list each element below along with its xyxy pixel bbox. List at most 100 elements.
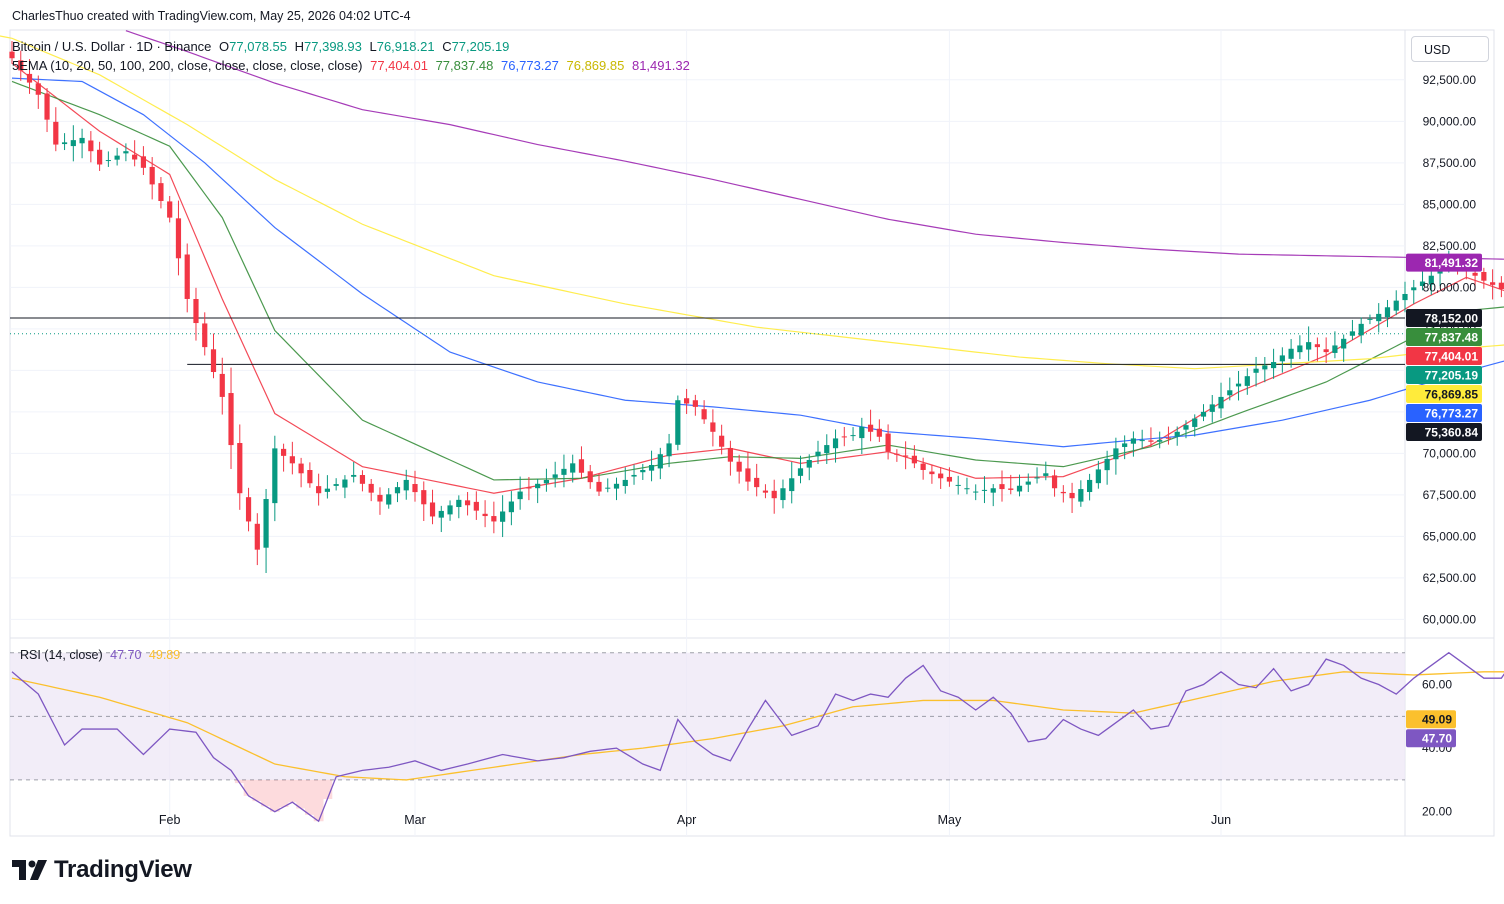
price-badge-ema50	[1406, 404, 1482, 423]
candle-body	[158, 183, 164, 202]
candle-body	[1288, 348, 1294, 359]
candle-body	[1472, 272, 1478, 276]
ema-lines[interactable]	[0, 30, 1504, 494]
candle-body	[1297, 345, 1303, 353]
candle-body	[61, 142, 68, 145]
candle-body	[1306, 342, 1312, 350]
candle-body	[421, 490, 427, 505]
candle-body	[850, 435, 856, 437]
open-label: O	[219, 39, 230, 54]
candle-body	[885, 433, 891, 452]
candle-body	[1157, 440, 1163, 442]
candle-body	[797, 468, 804, 476]
candle-body	[1095, 469, 1101, 484]
candle-body	[1139, 440, 1145, 442]
candle-body	[1087, 479, 1093, 493]
candle-body	[999, 484, 1005, 490]
ema200-value: 81,491.32	[631, 58, 690, 73]
candle-body	[18, 60, 24, 71]
candle-body	[70, 140, 76, 147]
candle-body	[35, 83, 41, 95]
candle-body	[1428, 275, 1434, 285]
rsi-tick-label: 20.00	[1422, 805, 1452, 819]
candle-body	[1192, 418, 1198, 427]
candle-body	[351, 474, 357, 477]
candle-body	[938, 473, 944, 479]
candle-body	[1069, 492, 1075, 499]
candle-body	[535, 483, 541, 489]
candle-body	[780, 488, 786, 501]
candle-body	[44, 93, 50, 120]
candle-body	[394, 487, 401, 494]
candle-body	[193, 298, 199, 324]
ema100-value: 76,869.85	[566, 58, 625, 73]
rsi-legend[interactable]: RSI (14, close) 47.70 49.89	[20, 648, 180, 662]
candle-body	[605, 487, 611, 489]
candle-body	[1411, 287, 1417, 291]
candle-body	[1481, 271, 1487, 281]
time-tick-label: Jun	[1211, 813, 1231, 827]
price-badge-text-level: 78,152.00	[1425, 312, 1479, 326]
currency-button[interactable]: USD	[1411, 36, 1489, 62]
rsi-label[interactable]: RSI (14, close)	[20, 648, 103, 662]
ema-20-line	[11, 80, 1504, 481]
candle-body	[526, 487, 532, 489]
candle-body	[1402, 293, 1408, 301]
candle-body	[447, 505, 453, 515]
candle-body	[1008, 488, 1014, 490]
candle-body	[167, 201, 173, 218]
rsi-ma-line	[11, 671, 1504, 781]
candle-body	[210, 349, 217, 373]
candle-body	[79, 137, 85, 144]
horizontal-levels[interactable]	[10, 317, 1405, 365]
candle-body	[675, 400, 681, 445]
candle-body	[438, 510, 444, 518]
candle-body	[1051, 475, 1058, 489]
price-badge-ema20	[1406, 328, 1482, 347]
candle-body	[429, 502, 436, 517]
ema-legend[interactable]: 5EMA (10, 20, 50, 100, 200, close, close…	[12, 58, 690, 73]
candle-body	[859, 426, 865, 439]
tradingview-logo-text: TradingView	[54, 856, 192, 883]
rsi-badge-rsi	[1406, 729, 1456, 748]
candle-body	[316, 486, 322, 494]
candle-body	[789, 478, 795, 492]
candle-body	[613, 483, 620, 489]
tradingview-logo[interactable]: TradingView	[12, 856, 192, 884]
candle-body	[710, 422, 716, 432]
symbol-legend[interactable]: Bitcoin / U.S. Dollar · 1D · Binance O 77…	[12, 39, 509, 54]
price-tick-label: 67,500.00	[1423, 488, 1477, 502]
ema-label[interactable]: 5EMA (10, 20, 50, 100, 200, close, close…	[12, 58, 363, 73]
grid-lines	[10, 30, 1405, 836]
candle-body	[1314, 344, 1320, 348]
candle-body	[815, 451, 821, 457]
candle-body	[867, 424, 874, 432]
candle-body	[841, 436, 847, 438]
candle-body	[1209, 404, 1215, 412]
rsi-pane[interactable]	[10, 651, 1504, 823]
symbol-title[interactable]: Bitcoin / U.S. Dollar · 1D · Binance	[12, 39, 212, 54]
candle-body	[719, 435, 725, 447]
candle-body	[1218, 396, 1224, 409]
price-badge-level	[1406, 423, 1482, 442]
rsi-badge-text-ma: 49.09	[1422, 713, 1452, 727]
high-value: 77,398.93	[304, 39, 362, 54]
candle-body	[132, 154, 138, 160]
candle-body	[263, 499, 269, 548]
candle-body	[289, 456, 295, 464]
candle-body	[1034, 477, 1040, 479]
candle-body	[736, 461, 742, 472]
candle-body	[359, 475, 366, 484]
candle-body	[1148, 440, 1154, 442]
candlestick-series[interactable]	[9, 41, 1504, 574]
candle-body	[1262, 365, 1268, 370]
close-label: C	[442, 39, 452, 54]
candle-body	[324, 488, 330, 492]
candle-body	[333, 484, 339, 486]
rsi-tick-label: 60.00	[1422, 678, 1452, 692]
candle-body	[903, 455, 909, 457]
candle-body	[1349, 331, 1356, 336]
candle-body	[1227, 390, 1233, 396]
price-badge-ema200	[1406, 253, 1482, 272]
